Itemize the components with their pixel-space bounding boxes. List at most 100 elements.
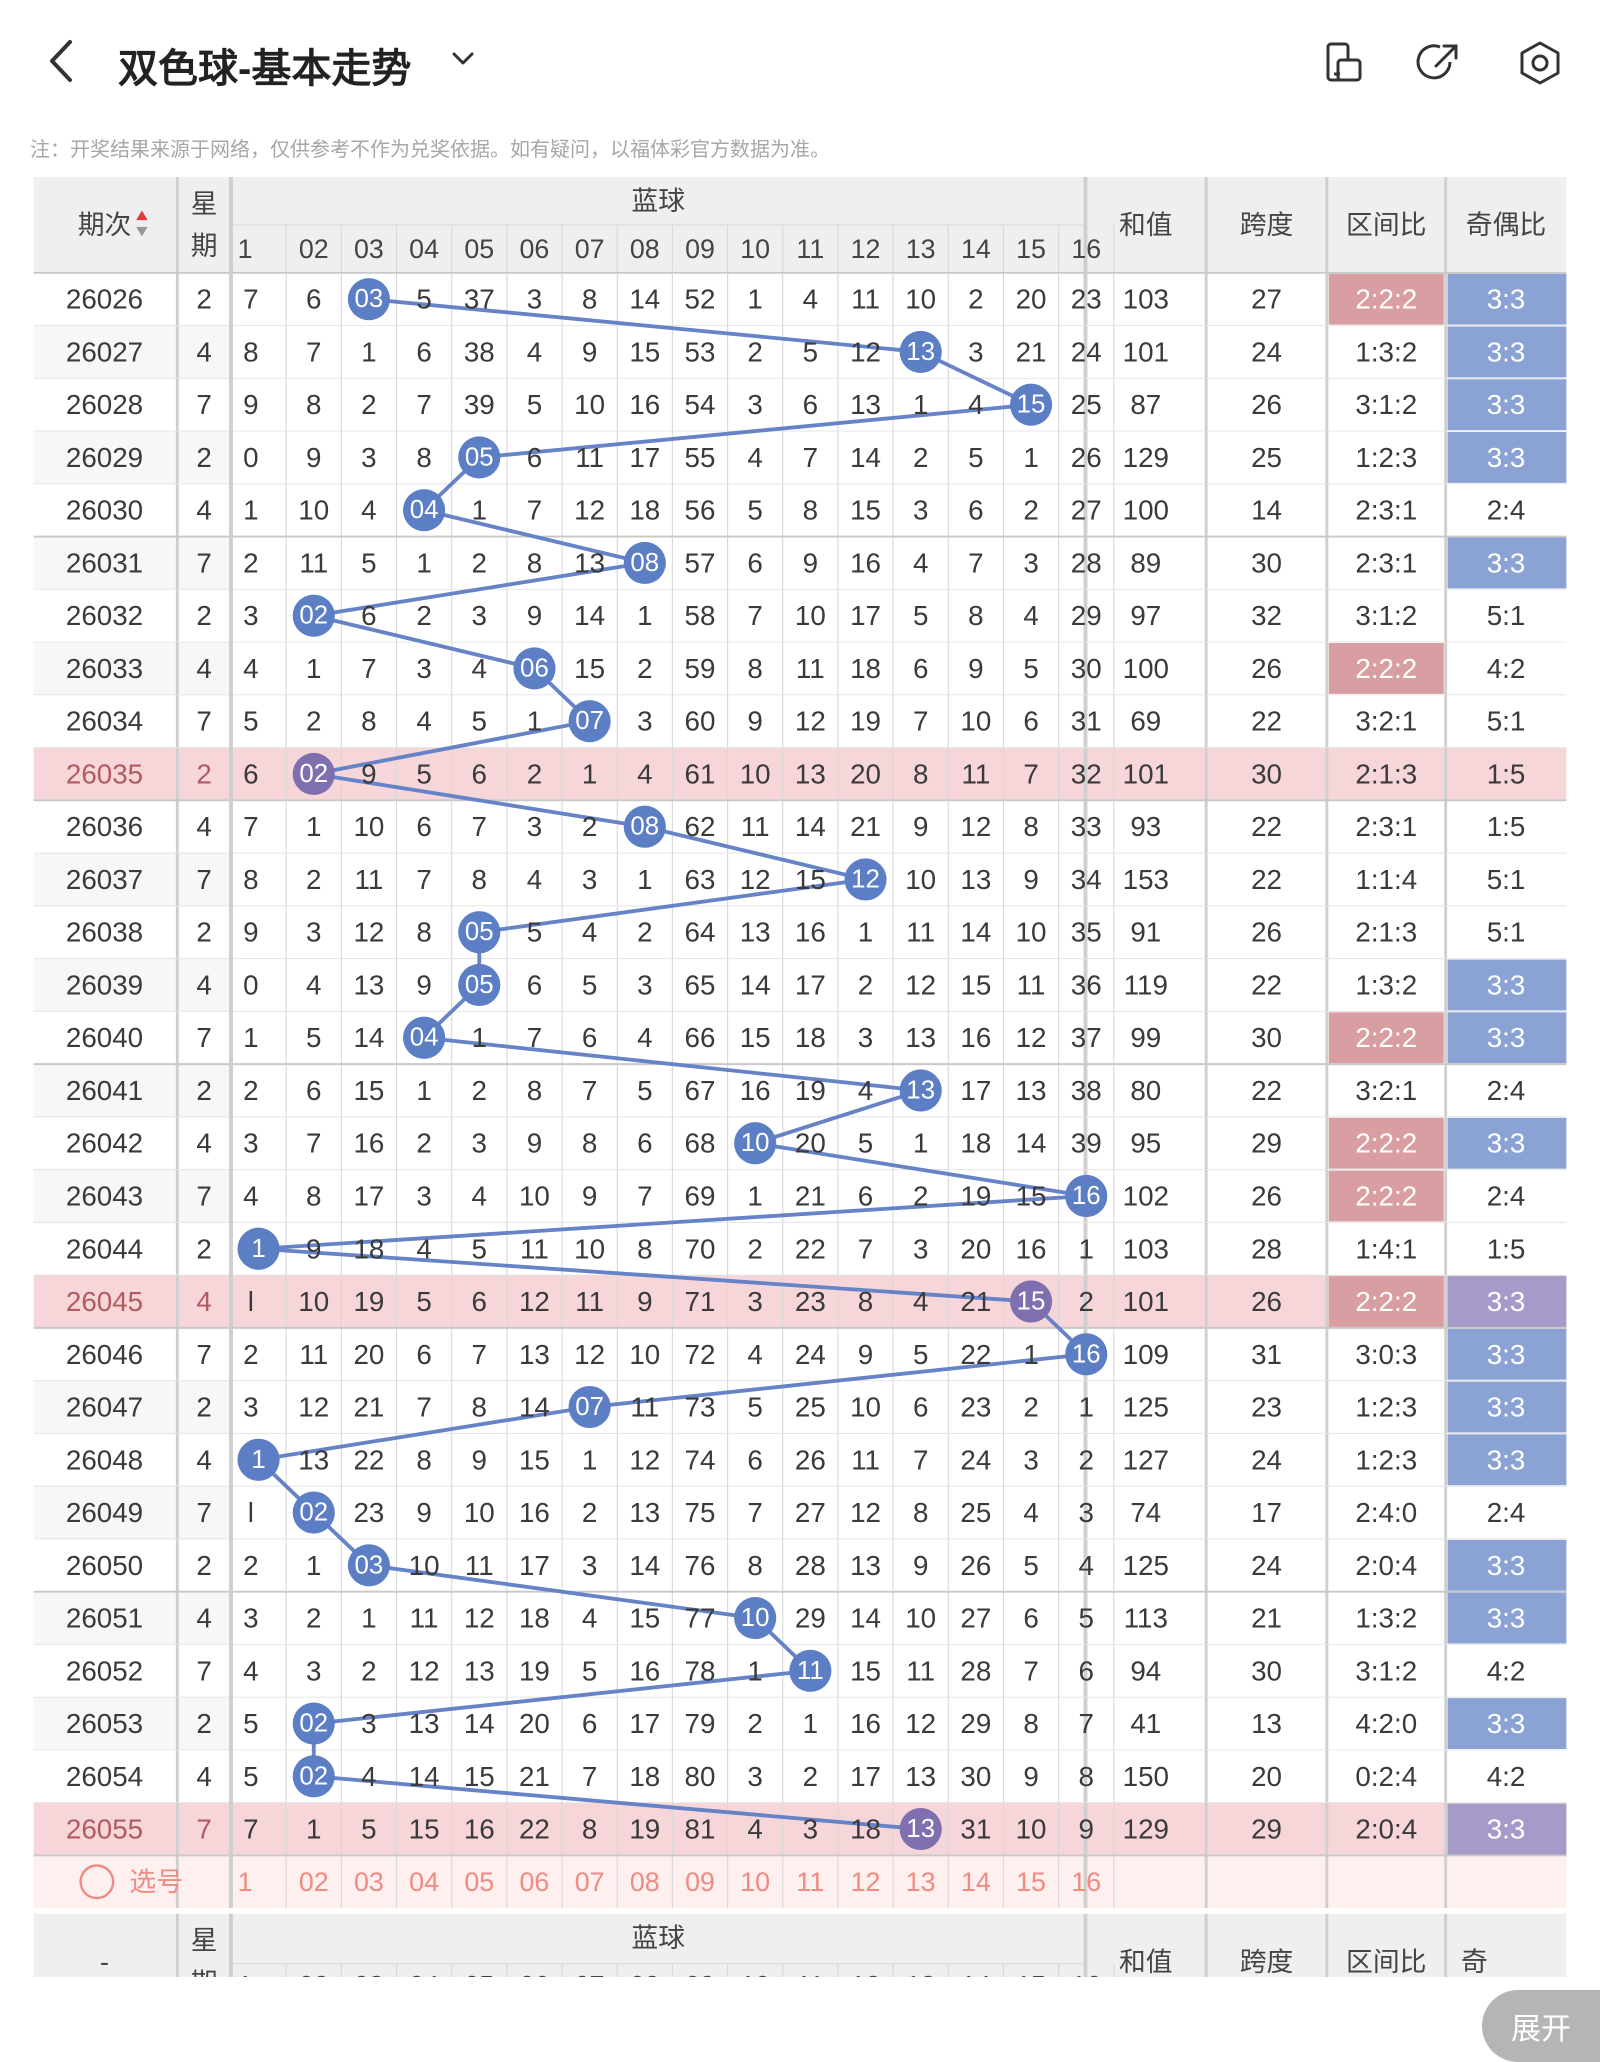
miss-count-cell: 6 — [1023, 1603, 1038, 1634]
miss-count-cell: 21 — [519, 1761, 550, 1792]
disclaimer-note: 注：开奖结果来源于网络，仅供参考不作为兑奖依据。如有疑问，以福体彩官方数据为准。 — [30, 139, 830, 161]
blue-ball-hit-number: 02 — [299, 760, 328, 788]
select-blue-number: 12 — [851, 1867, 881, 1897]
miss-count-cell: 20 — [1016, 284, 1047, 315]
range-ratio-cell: 3:1:2 — [1355, 389, 1417, 420]
blue-ball-hit — [403, 1016, 446, 1059]
blue-ball-hit — [899, 330, 942, 374]
miss-count-cell: 13 — [298, 1444, 329, 1475]
miss-count-cell: 66 — [685, 1022, 716, 1053]
week-cell: 2 — [196, 442, 211, 473]
blue-ball-hit-number: 10 — [741, 1604, 770, 1632]
chevron-down-icon[interactable] — [448, 44, 478, 74]
miss-count-cell: 0 — [243, 442, 258, 473]
miss-count-cell: 11 — [299, 547, 328, 578]
odd-even-cell: 3:3 — [1487, 284, 1526, 315]
expand-button[interactable]: 展开 — [1482, 1990, 1600, 2062]
miss-count-cell: 12 — [353, 917, 384, 948]
blue-ball-hit-number: 04 — [410, 496, 439, 524]
miss-count-cell: 4 — [243, 1181, 258, 1212]
miss-count-cell: 81 — [685, 1814, 716, 1845]
odd-even-cell: 3:3 — [1487, 442, 1526, 473]
settings-gear-icon[interactable] — [1515, 38, 1565, 88]
select-blue-number: 16 — [1071, 1867, 1101, 1897]
share-icon[interactable] — [1414, 38, 1464, 88]
miss-count-cell: 6 — [582, 1708, 597, 1739]
miss-count-cell: 13 — [905, 1022, 936, 1053]
miss-count-cell: 2 — [858, 969, 873, 1000]
issue-cell: 26046 — [66, 1339, 143, 1370]
blue-area-bg — [230, 905, 1086, 959]
miss-count-cell: 8 — [527, 1075, 542, 1106]
select-number-label: 选号 — [129, 1867, 183, 1897]
span-cell: 30 — [1251, 1655, 1282, 1686]
odd-even-cell: 3:3 — [1487, 1392, 1526, 1423]
span-cell: 14 — [1251, 495, 1282, 526]
miss-count-cell: 8 — [582, 1814, 597, 1845]
sum-cell: 94 — [1130, 1655, 1161, 1686]
blue-ball-hit-number: 03 — [355, 1551, 384, 1579]
odd-even-cell: 2:4 — [1487, 1075, 1526, 1106]
miss-count-cell: 6 — [243, 758, 258, 789]
span-cell: 22 — [1251, 706, 1282, 737]
odd-even-cell: 4:2 — [1487, 1655, 1526, 1686]
select-row-bg — [33, 1855, 1567, 1909]
blue-ball-hit — [347, 278, 390, 321]
week-col-header: 星 — [191, 189, 218, 219]
miss-count-cell: 16 — [1016, 1233, 1047, 1264]
miss-count-cell: 5 — [803, 336, 818, 367]
miss-count-cell: 17 — [960, 1075, 991, 1106]
miss-count-cell: 18 — [353, 1233, 384, 1264]
miss-count-cell: 17 — [850, 1761, 881, 1792]
sum-cell: 69 — [1130, 706, 1161, 737]
range-highlight — [1328, 1276, 1444, 1327]
blue-number-header: 14 — [961, 234, 991, 264]
select-radio-icon[interactable] — [79, 1864, 115, 1900]
miss-count-cell: 13 — [850, 389, 881, 420]
rotate-screen-icon[interactable] — [1318, 38, 1368, 88]
miss-count-cell: 9 — [858, 1339, 873, 1370]
miss-count-cell: 3 — [243, 1603, 258, 1634]
odd-even-cell: 3:3 — [1487, 1444, 1526, 1475]
miss-count-cell: 1 — [527, 706, 542, 737]
miss-count-cell: 4 — [637, 1022, 652, 1053]
miss-count-cell: 24 — [795, 1339, 826, 1370]
back-arrow-icon[interactable] — [40, 36, 84, 86]
miss-count-cell: 8 — [1023, 811, 1038, 842]
miss-count-cell: 7 — [1023, 1655, 1038, 1686]
range-ratio-cell: 2:1:3 — [1355, 917, 1417, 948]
miss-count-cell: 11 — [741, 811, 770, 842]
footer-week-col: 期 — [191, 1968, 218, 1977]
odd-even-cell: 1:5 — [1487, 758, 1526, 789]
miss-count-cell: 7 — [803, 442, 818, 473]
span-cell: 22 — [1251, 811, 1282, 842]
miss-count-cell: 3 — [527, 284, 542, 315]
miss-count-cell: 58 — [685, 600, 716, 631]
footer-blue-number: 14 — [961, 1971, 991, 1977]
blue-ball-hit — [734, 1122, 777, 1165]
miss-count-cell: 5 — [361, 1814, 376, 1845]
miss-count-cell: 76 — [685, 1550, 716, 1581]
blue-ball-hit-number: 13 — [906, 338, 935, 366]
miss-count-cell: 6 — [1079, 1655, 1094, 1686]
blue-ball-hit — [347, 1544, 390, 1587]
blue-ball-hit — [844, 858, 887, 901]
miss-count-cell: 22 — [519, 1814, 550, 1845]
miss-count-cell: 17 — [519, 1550, 550, 1581]
miss-count-cell: 1 — [1079, 1233, 1094, 1264]
sort-up-icon[interactable] — [136, 210, 148, 221]
odd-highlight — [1447, 959, 1567, 1011]
miss-count-cell: 8 — [243, 336, 258, 367]
miss-count-cell: 15 — [740, 1022, 771, 1053]
footer-blue-number: 02 — [299, 1971, 329, 1977]
miss-count-cell: 8 — [416, 1444, 431, 1475]
sum-cell: 129 — [1123, 442, 1169, 473]
miss-count-cell: 12 — [905, 1708, 936, 1739]
blue-ball-hit-number: 08 — [630, 549, 659, 577]
miss-count-cell: 10 — [905, 284, 936, 315]
range-ratio-cell: 2:2:2 — [1355, 1128, 1417, 1159]
sort-down-icon[interactable] — [136, 226, 148, 237]
sum-cell: 125 — [1123, 1550, 1169, 1581]
page-title[interactable]: 双色球-基本走势 — [118, 47, 412, 91]
miss-count-cell: 11 — [906, 1655, 935, 1686]
